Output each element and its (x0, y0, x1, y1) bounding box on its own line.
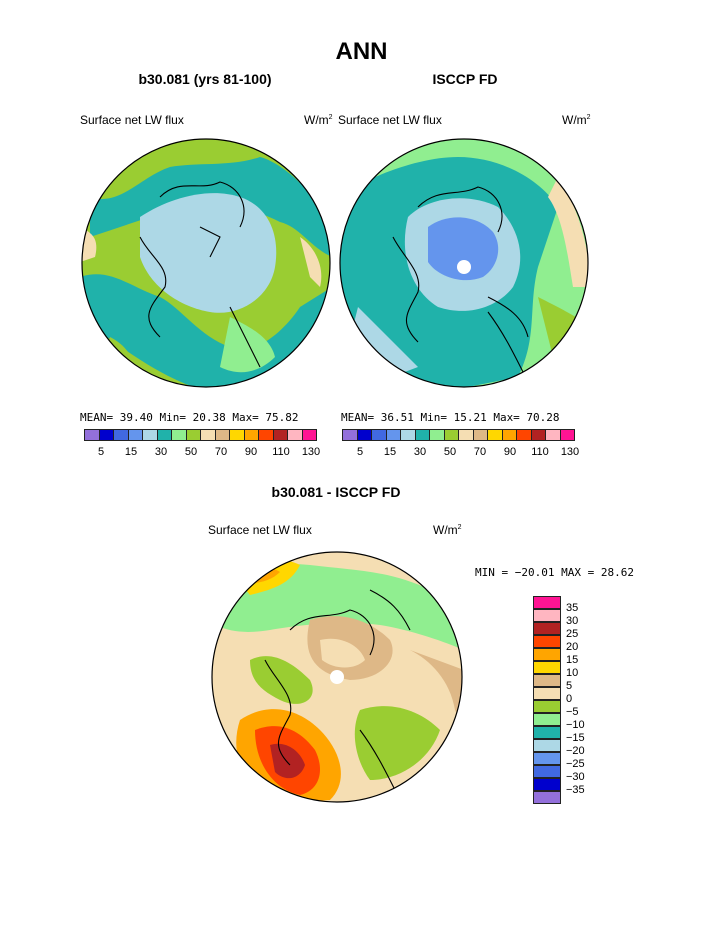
diff-colorbar-swatch (533, 791, 561, 804)
right-colorbar-swatch (400, 429, 416, 441)
left-colorbar-swatch (113, 429, 129, 441)
right-colorbar-swatch (458, 429, 474, 441)
diff-colorbar-swatch (533, 635, 561, 648)
right-colorbar-tick: 90 (503, 446, 517, 458)
diff-colorbar-swatch (533, 713, 561, 726)
diff-colorbar-swatch (533, 596, 561, 609)
right-stats: MEAN= 36.51 Min= 15.21 Max= 70.28 (341, 411, 560, 424)
right-colorbar-swatch (559, 429, 575, 441)
diff-colorbar-swatch (533, 778, 561, 791)
right-colorbar-tick: 110 (531, 446, 549, 458)
diff-colorbar-swatch (533, 700, 561, 713)
left-colorbar-swatch (258, 429, 274, 441)
diff-colorbar-tick: −10 (566, 719, 585, 731)
right-colorbar-tick: 5 (356, 446, 364, 458)
left-colorbar-swatch (287, 429, 303, 441)
diff-colorbar-tick: −5 (566, 706, 579, 718)
right-colorbar-swatch (530, 429, 546, 441)
left-colorbar-swatch (98, 429, 114, 441)
left-colorbar-tick: 30 (154, 446, 168, 458)
diff-colorbar-tick: 35 (566, 602, 579, 614)
left-colorbar-tick: 50 (184, 446, 198, 458)
diff-colorbar-tick: −30 (566, 771, 585, 783)
left-colorbar (84, 429, 317, 441)
left-colorbar-tick: 90 (244, 446, 258, 458)
right-colorbar-swatch (342, 429, 358, 441)
diff-colorbar-swatch (533, 648, 561, 661)
right-polar-map (339, 138, 589, 388)
left-colorbar-tick: 70 (214, 446, 228, 458)
left-colorbar-swatch (200, 429, 216, 441)
diff-stats: MIN = −20.01 MAX = 28.62 (475, 566, 634, 579)
diff-colorbar-tick: 15 (566, 654, 579, 666)
left-colorbar-swatch (171, 429, 187, 441)
right-colorbar-swatch (487, 429, 503, 441)
left-colorbar-swatch (214, 429, 230, 441)
diff-colorbar-tick: 10 (566, 667, 579, 679)
diff-colorbar-swatch (533, 661, 561, 674)
diff-colorbar-tick: −25 (566, 758, 585, 770)
right-colorbar-tick: 30 (413, 446, 427, 458)
left-colorbar-swatch (142, 429, 158, 441)
diff-colorbar-swatch (533, 622, 561, 635)
right-colorbar-swatch (414, 429, 430, 441)
left-polar-map (81, 138, 331, 388)
diff-colorbar-tick: 20 (566, 641, 579, 653)
left-units-label: W/m2 (304, 113, 333, 127)
diff-colorbar-tick: 30 (566, 615, 579, 627)
main-title: ANN (335, 38, 388, 65)
right-colorbar (342, 429, 575, 441)
left-colorbar-tick: 5 (97, 446, 105, 458)
right-subtitle: ISCCP FD (432, 71, 498, 87)
left-stats: MEAN= 39.40 Min= 20.38 Max= 75.82 (80, 411, 299, 424)
diff-colorbar-tick: 0 (566, 693, 573, 705)
right-colorbar-swatch (443, 429, 459, 441)
right-colorbar-tick: 15 (383, 446, 397, 458)
left-colorbar-swatch (229, 429, 245, 441)
right-colorbar-swatch (429, 429, 445, 441)
diff-colorbar-tick: −20 (566, 745, 585, 757)
diff-variable-label: Surface net LW flux (208, 523, 312, 537)
diff-colorbar-tick: 5 (566, 680, 573, 692)
left-colorbar-swatch (156, 429, 172, 441)
diff-colorbar-tick: −35 (566, 784, 585, 796)
diff-colorbar-swatch (533, 739, 561, 752)
right-colorbar-swatch (501, 429, 517, 441)
right-colorbar-swatch (472, 429, 488, 441)
left-colorbar-swatch (84, 429, 100, 441)
diff-colorbar-tick: −15 (566, 732, 585, 744)
diff-colorbar-swatch (533, 726, 561, 739)
left-variable-label: Surface net LW flux (80, 113, 184, 127)
right-colorbar-swatch (545, 429, 561, 441)
diff-units-label: W/m2 (433, 523, 462, 537)
diff-colorbar-swatch (533, 752, 561, 765)
diff-colorbar-swatch (533, 687, 561, 700)
right-units-label: W/m2 (562, 113, 591, 127)
diff-polar-map (211, 551, 463, 803)
left-colorbar-swatch (301, 429, 317, 441)
left-colorbar-swatch (272, 429, 288, 441)
left-colorbar-swatch (127, 429, 143, 441)
right-colorbar-swatch (516, 429, 532, 441)
right-variable-label: Surface net LW flux (338, 113, 442, 127)
left-colorbar-tick: 15 (124, 446, 138, 458)
right-colorbar-swatch (371, 429, 387, 441)
diff-colorbar-swatch (533, 674, 561, 687)
right-colorbar-tick: 70 (473, 446, 487, 458)
diff-subtitle: b30.081 - ISCCP FD (271, 484, 401, 500)
left-colorbar-tick: 110 (272, 446, 290, 458)
diff-colorbar-tick: 25 (566, 628, 579, 640)
left-colorbar-tick: 130 (301, 446, 321, 458)
right-colorbar-swatch (385, 429, 401, 441)
left-subtitle: b30.081 (yrs 81-100) (138, 71, 272, 87)
right-colorbar-swatch (356, 429, 372, 441)
left-colorbar-swatch (243, 429, 259, 441)
diff-colorbar-swatch (533, 609, 561, 622)
right-colorbar-tick: 50 (443, 446, 457, 458)
diff-colorbar-swatch (533, 765, 561, 778)
left-colorbar-swatch (185, 429, 201, 441)
right-colorbar-tick: 130 (560, 446, 580, 458)
